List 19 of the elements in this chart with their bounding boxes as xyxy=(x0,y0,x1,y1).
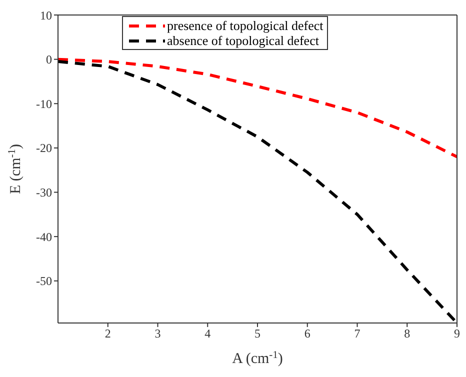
x-axis-title: A (cm$^{-1}$) xyxy=(232,350,283,367)
x-tick-label: 7 xyxy=(354,326,360,341)
y-tick-label: -10 xyxy=(36,96,52,111)
x-tick-label: 9 xyxy=(454,326,460,341)
y-tick-label: -30 xyxy=(36,186,52,200)
y-tick-label: 0 xyxy=(46,52,52,67)
x-tick-label: 5 xyxy=(254,326,260,341)
x-tick-label: 2 xyxy=(104,326,111,341)
y-tick-label: -20 xyxy=(36,141,52,156)
legend-label: absence of topological defect xyxy=(167,33,319,48)
y-tick-label: 10 xyxy=(40,8,52,22)
x-tick-label: 8 xyxy=(404,326,410,341)
legend-label: presence of topological defect xyxy=(167,18,324,33)
y-tick-label: -50 xyxy=(36,274,52,288)
x-tick-label: 4 xyxy=(204,326,211,341)
line-series xyxy=(58,58,457,158)
x-tick-label: 3 xyxy=(154,326,161,341)
x-tick-label: 6 xyxy=(304,326,310,341)
y-tick-label: -40 xyxy=(36,230,52,244)
